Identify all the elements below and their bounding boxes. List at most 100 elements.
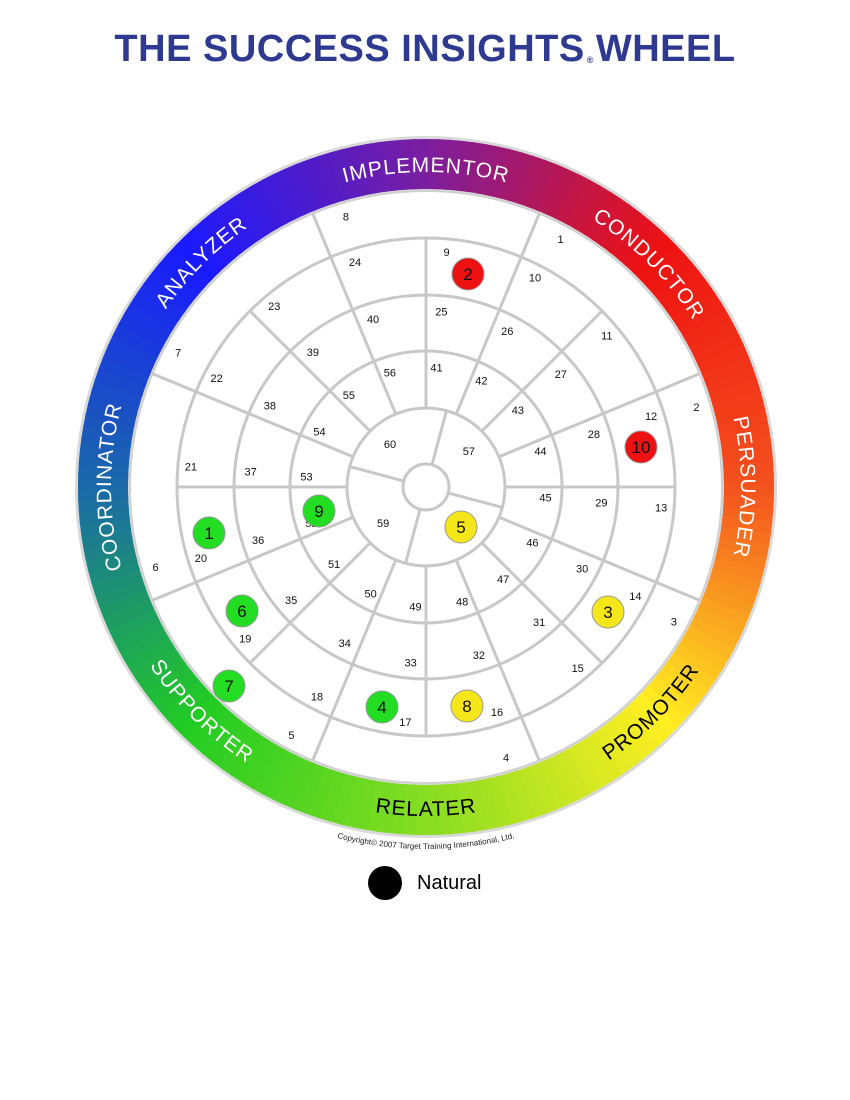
legend-natural-dot bbox=[368, 866, 402, 900]
cell-number: 14 bbox=[629, 591, 641, 603]
cell-number: 13 bbox=[655, 503, 667, 515]
grid-spoke bbox=[311, 716, 333, 762]
cell-number: 7 bbox=[175, 347, 181, 359]
cell-number: 57 bbox=[463, 446, 475, 458]
wheel-grid bbox=[151, 212, 701, 762]
cell-number: 19 bbox=[239, 634, 251, 646]
cell-number: 16 bbox=[491, 707, 503, 719]
cell-number: 38 bbox=[264, 401, 276, 413]
cell-number: 36 bbox=[252, 535, 264, 547]
grid-spoke bbox=[655, 372, 701, 394]
cell-number: 29 bbox=[595, 497, 607, 509]
marker-label: 10 bbox=[632, 438, 651, 457]
cell-number: 20 bbox=[195, 553, 207, 565]
cell-number: 44 bbox=[534, 446, 546, 458]
grid-spoke bbox=[248, 541, 372, 665]
cell-numbers: 1234567891011121314151617181920212223242… bbox=[153, 212, 700, 765]
grid-spoke bbox=[519, 716, 541, 762]
marker-label: 6 bbox=[237, 602, 246, 621]
grid-spoke bbox=[404, 508, 422, 564]
cell-number: 40 bbox=[367, 314, 379, 326]
legend: Natural bbox=[368, 866, 481, 900]
grid-spoke bbox=[447, 491, 503, 509]
cell-number: 46 bbox=[526, 537, 538, 549]
title-tail: WHEEL bbox=[595, 28, 736, 70]
cell-number: 35 bbox=[285, 595, 297, 607]
cell-number: 9 bbox=[444, 247, 450, 259]
cell-number: 18 bbox=[311, 691, 323, 703]
grid-spoke bbox=[454, 559, 523, 718]
marker-1 bbox=[192, 516, 226, 550]
marker-8 bbox=[450, 689, 484, 723]
cell-number: 8 bbox=[343, 212, 349, 224]
marker-label: 3 bbox=[603, 603, 612, 622]
cell-number: 59 bbox=[377, 518, 389, 530]
marker-label: 9 bbox=[314, 502, 323, 521]
grid-spoke bbox=[311, 212, 333, 258]
cell-number: 54 bbox=[313, 427, 325, 439]
grid-spoke bbox=[195, 390, 354, 459]
grid-spoke bbox=[329, 559, 398, 718]
grid-spoke bbox=[498, 515, 657, 584]
marker-3 bbox=[591, 595, 625, 629]
marker-7 bbox=[212, 669, 246, 703]
cell-number: 55 bbox=[343, 390, 355, 402]
cell-number: 47 bbox=[497, 574, 509, 586]
cell-number: 39 bbox=[307, 347, 319, 359]
cell-number: 49 bbox=[409, 602, 421, 614]
cell-number: 53 bbox=[300, 472, 312, 484]
marker-label: 2 bbox=[463, 265, 472, 284]
registered-mark: ® bbox=[586, 55, 594, 65]
grid-ring bbox=[401, 462, 451, 512]
marker-label: 1 bbox=[204, 524, 213, 543]
cell-number: 11 bbox=[601, 330, 612, 342]
page-title: THE SUCCESS INSIGHTS ®WHEEL bbox=[0, 28, 850, 71]
cell-number: 26 bbox=[501, 326, 513, 338]
grid-spoke bbox=[498, 390, 657, 459]
title-main: THE SUCCESS INSIGHTS bbox=[114, 28, 585, 70]
cell-number: 30 bbox=[576, 563, 588, 575]
cell-number: 28 bbox=[588, 429, 600, 441]
grid-spoke bbox=[480, 541, 604, 665]
marker-2 bbox=[451, 257, 485, 291]
cell-number: 6 bbox=[153, 562, 159, 574]
legend-natural-label: Natural bbox=[417, 871, 482, 894]
cell-number: 25 bbox=[435, 307, 447, 319]
cell-number: 24 bbox=[349, 257, 361, 269]
cell-number: 2 bbox=[693, 402, 699, 414]
marker-6 bbox=[225, 594, 259, 628]
cell-number: 15 bbox=[572, 663, 584, 675]
cell-number: 60 bbox=[384, 439, 396, 451]
marker-10 bbox=[624, 430, 658, 464]
grid-spoke bbox=[655, 580, 701, 602]
cell-number: 37 bbox=[245, 467, 257, 479]
color-band bbox=[77, 139, 774, 835]
cell-number: 32 bbox=[473, 650, 485, 662]
cell-number: 12 bbox=[645, 411, 657, 423]
cell-number: 17 bbox=[399, 717, 411, 729]
cell-number: 31 bbox=[533, 617, 545, 629]
cell-number: 34 bbox=[339, 638, 351, 650]
cell-number: 50 bbox=[364, 588, 376, 600]
cell-number: 41 bbox=[430, 362, 442, 374]
cell-number: 45 bbox=[539, 492, 551, 504]
cell-number: 22 bbox=[211, 373, 223, 385]
cell-number: 10 bbox=[529, 273, 541, 285]
cell-number: 42 bbox=[475, 376, 487, 388]
cell-number: 21 bbox=[185, 461, 197, 473]
cell-number: 33 bbox=[405, 657, 417, 669]
marker-label: 8 bbox=[462, 697, 471, 716]
grid-spoke bbox=[349, 465, 405, 483]
sector-label-relater: RELATER bbox=[374, 794, 477, 821]
grid-spoke bbox=[480, 309, 604, 433]
grid-spoke bbox=[454, 256, 523, 415]
marker-label: 4 bbox=[377, 698, 386, 717]
cell-number: 5 bbox=[288, 730, 294, 742]
cell-number: 3 bbox=[671, 617, 677, 629]
cell-number: 51 bbox=[328, 559, 340, 571]
marker-9 bbox=[302, 494, 336, 528]
cell-number: 1 bbox=[557, 234, 563, 246]
grid-spoke bbox=[519, 212, 541, 258]
cell-number: 4 bbox=[503, 752, 509, 764]
